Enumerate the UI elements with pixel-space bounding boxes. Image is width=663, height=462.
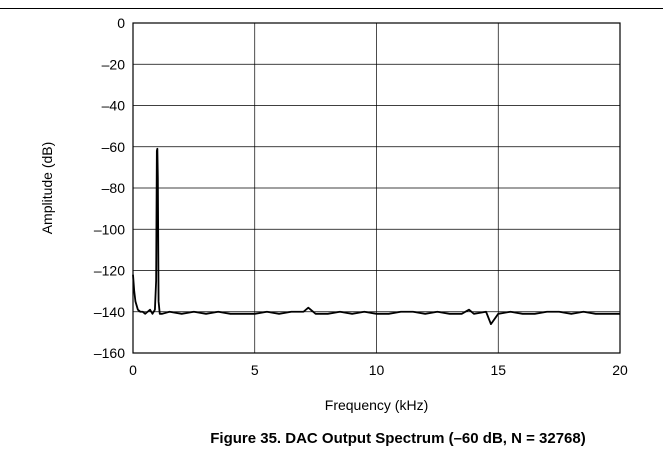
y-tick-label: –140 — [94, 304, 125, 320]
x-tick-label: 0 — [129, 362, 137, 378]
x-tick-label: 20 — [612, 362, 628, 378]
x-tick-label: 5 — [251, 362, 259, 378]
x-tick-labels: 0 5 10 15 20 — [129, 362, 628, 378]
y-tick-label: –160 — [94, 345, 125, 361]
chart-grid — [132, 22, 621, 354]
spectrum-line — [132, 147, 620, 326]
x-axis-label: Frequency (kHz) — [325, 397, 428, 413]
y-axis-label: Amplitude (dB) — [39, 142, 55, 235]
plot-frame — [132, 22, 621, 354]
spectrum-chart: 0 –20 –40 –60 –80 –100 –120 –140 –160 0 5 10 15 20 F… — [39, 15, 628, 413]
chart-series-group — [132, 147, 620, 326]
y-tick-labels: 0 –20 –40 –60 –80 –100 –120 –140 –160 — [94, 15, 125, 361]
y-tick-label: –20 — [102, 56, 126, 72]
y-tick-label: –120 — [94, 263, 125, 279]
y-tick-label: 0 — [117, 15, 125, 31]
figure-caption: Figure 35. DAC Output Spectrum (–60 dB, … — [210, 430, 586, 447]
top-rule — [0, 8, 663, 9]
y-tick-label: –40 — [102, 98, 126, 114]
y-tick-label: –80 — [102, 180, 126, 196]
y-tick-label: –100 — [94, 221, 125, 237]
y-tick-label: –60 — [102, 139, 126, 155]
x-tick-label: 15 — [490, 362, 506, 378]
x-tick-label: 10 — [369, 362, 385, 378]
